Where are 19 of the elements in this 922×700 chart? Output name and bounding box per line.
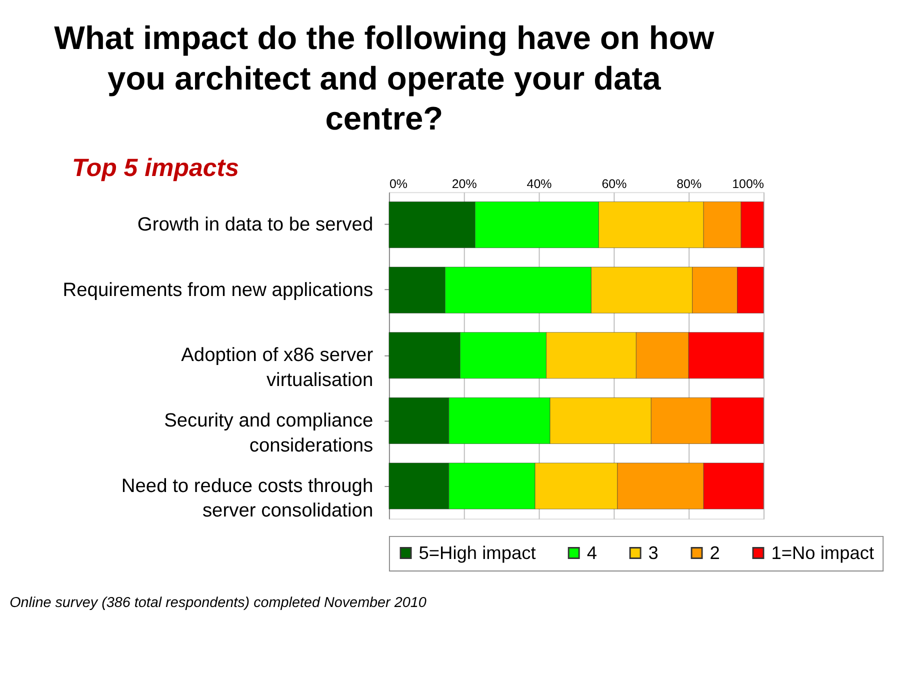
y-tick-label: Security and compliance considerations xyxy=(164,410,374,456)
text: Online survey (386 total respondents) completed November 2010 xyxy=(10,595,426,612)
x-tick-label: 0% xyxy=(389,176,408,191)
legend-label: 5=High impact xyxy=(418,542,536,563)
legend-label: 2 xyxy=(710,542,720,563)
y-tick-label: Adoption of x86 server virtualisation xyxy=(181,345,374,392)
x-tick-label: 80% xyxy=(676,176,702,191)
y-tick-label: Requirements from new applications xyxy=(62,280,374,301)
x-tick-label: 20% xyxy=(452,176,477,191)
legend-label: 1=No impact xyxy=(771,542,874,563)
text: Top 5 impacts xyxy=(72,154,240,182)
legend-label: 3 xyxy=(648,542,658,563)
x-tick-label: 100% xyxy=(732,176,764,191)
x-tick-label: 40% xyxy=(526,176,552,191)
y-tick-label: Growth in data to be served xyxy=(137,214,374,236)
chart-title: What impact do the following have on how you architect and operate your data centre? xyxy=(54,19,715,137)
x-tick-label: 60% xyxy=(602,176,627,191)
y-tick-label: Need to reduce costs through server consolidation xyxy=(121,476,374,522)
legend-label: 4 xyxy=(586,542,597,563)
